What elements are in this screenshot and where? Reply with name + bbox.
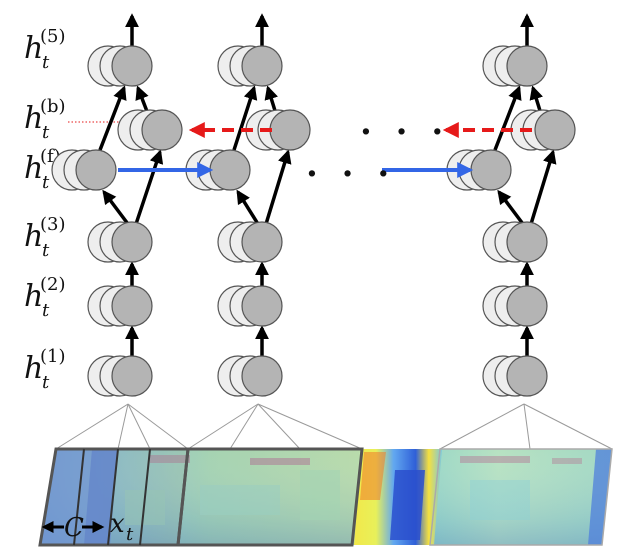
fan-line-2-4 <box>257 403 363 450</box>
label-h1: ht (1) <box>24 346 66 393</box>
col3-h1-stack-unit <box>506 355 548 397</box>
col2-hb-stack-unit <box>269 109 311 151</box>
label-h2-sup: (2) <box>40 274 66 295</box>
col1-hf-stack-unit <box>75 149 117 191</box>
fan-line-3-3 <box>523 403 613 450</box>
col2-hf-stack-unit <box>209 149 251 191</box>
col3-h5-stack <box>482 45 548 87</box>
col3-h1-stack <box>482 355 548 397</box>
col2-hb-stack <box>245 109 311 151</box>
spectrogram <box>38 447 613 547</box>
col2-hb-h5-arrow <box>264 85 278 115</box>
col1-h1-stack <box>87 355 153 397</box>
fan-line-3-2 <box>523 403 531 450</box>
fan-line-2-1 <box>187 403 259 450</box>
label-h1-base: h <box>24 351 43 386</box>
col3-h3-stack-unit <box>506 221 548 263</box>
label-h1-sub: t <box>42 372 50 393</box>
col2-h3-hf-arrow <box>236 189 260 225</box>
label-h2-base: h <box>24 279 43 314</box>
recurrent-arrows <box>118 122 532 178</box>
col1-hf-stack <box>51 149 117 191</box>
col3-h3-hb-arrow <box>529 149 557 225</box>
col3-hb-stack <box>510 109 576 151</box>
fan-line-1-3 <box>127 403 151 450</box>
col3-hb-stack-unit <box>534 109 576 151</box>
col1-h5-stack-unit <box>111 45 153 87</box>
col2-h2-stack <box>217 285 283 327</box>
label-h2-sub: t <box>42 300 50 321</box>
col1-h1-stack-unit <box>111 355 153 397</box>
col3-h5-stack-unit <box>506 45 548 87</box>
col1-hb-stack-unit <box>141 109 183 151</box>
label-hb-base: h <box>24 101 43 136</box>
label-h3-sup: (3) <box>40 214 66 235</box>
label-h3-sub: t <box>42 240 50 261</box>
context-window-annotation: C x t <box>41 509 134 545</box>
col2-h2-stack-unit <box>241 285 283 327</box>
col2-hf-h5-arrow <box>232 85 258 151</box>
col1-h3-stack-unit <box>111 221 153 263</box>
input-label-sub: t <box>126 524 134 545</box>
label-hb-sub: t <box>42 122 50 143</box>
label-hb-sup: (b) <box>40 96 66 117</box>
label-h3-base: h <box>24 219 43 254</box>
neuron-stacks <box>51 45 576 397</box>
col3-hf-stack-unit <box>470 149 512 191</box>
label-h5: ht (5) <box>24 26 66 73</box>
fan-line-2-3 <box>257 403 301 450</box>
label-h2: ht (2) <box>24 274 66 321</box>
fan-line-2-2 <box>229 403 259 450</box>
col1-h2-stack <box>87 285 153 327</box>
label-h3: ht (3) <box>24 214 66 261</box>
fan-line-1-2 <box>117 403 129 450</box>
col1-h5-stack <box>87 45 153 87</box>
col1-hf-h5-arrow <box>98 85 127 151</box>
col2-h5-stack-unit <box>241 45 283 87</box>
col1-h2-stack-unit <box>111 285 153 327</box>
fan-line-1-4 <box>127 403 189 450</box>
label-hb: ht (b) <box>24 96 66 143</box>
label-h5-base: h <box>24 31 43 66</box>
col1-h3-hf-arrow <box>102 189 130 226</box>
col2-h3-stack-unit <box>241 221 283 263</box>
col3-hf-stack <box>446 149 512 191</box>
col2-h5-stack <box>217 45 283 87</box>
fan-line-3-1 <box>439 403 525 450</box>
label-h5-sup: (5) <box>40 26 66 47</box>
col3-h2-stack-unit <box>506 285 548 327</box>
col2-h3-hb-arrow <box>264 149 292 225</box>
col2-h3-stack <box>217 221 283 263</box>
col1-h3-hb-arrow <box>134 149 164 225</box>
col1-h3-stack <box>87 221 153 263</box>
col2-h1-stack-unit <box>241 355 283 397</box>
col1-hb-stack <box>117 109 183 151</box>
col1-hb-h5-arrow <box>135 85 150 115</box>
layer-labels: ht(5)ht(b)ht(f)ht(3)ht(2)ht(1) <box>24 26 128 393</box>
col3-h3-stack <box>482 221 548 263</box>
col3-h2-stack <box>482 285 548 327</box>
input-label: x <box>110 509 125 539</box>
col3-h3-hf-arrow <box>497 189 525 226</box>
context-label: C <box>64 513 84 543</box>
col2-h1-stack <box>217 355 283 397</box>
forward-ellipsis: . . . <box>306 145 395 185</box>
label-hf-sub: t <box>42 172 50 193</box>
fan-line-1-1 <box>55 403 129 450</box>
col3-hb-h5-arrow <box>529 85 543 115</box>
label-hf-base: h <box>24 151 43 186</box>
connections <box>98 13 557 356</box>
label-h1-sup: (1) <box>40 346 66 367</box>
col3-hf-h5-arrow <box>493 85 522 151</box>
label-h5-sub: t <box>42 52 50 73</box>
backward-ellipsis: . . . <box>360 103 449 143</box>
